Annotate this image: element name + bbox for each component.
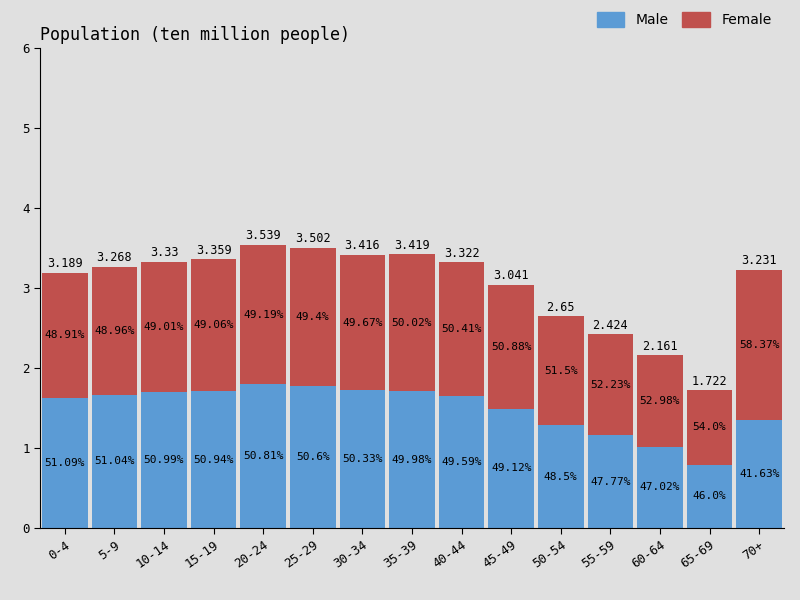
Text: 49.98%: 49.98% <box>392 455 432 464</box>
Bar <box>438 396 485 528</box>
Bar <box>488 409 534 528</box>
Bar <box>488 285 534 409</box>
Bar <box>290 386 336 528</box>
Bar <box>637 447 683 528</box>
Text: 3.359: 3.359 <box>196 244 231 257</box>
Bar <box>91 395 138 528</box>
Text: Population (ten million people): Population (ten million people) <box>40 26 350 44</box>
Bar <box>339 255 386 391</box>
Text: 2.424: 2.424 <box>593 319 628 332</box>
Text: 48.96%: 48.96% <box>94 326 134 335</box>
Text: 49.01%: 49.01% <box>144 322 184 332</box>
Text: 3.416: 3.416 <box>345 239 380 253</box>
Text: 3.268: 3.268 <box>97 251 132 264</box>
Bar <box>190 259 237 391</box>
Bar <box>538 316 584 425</box>
Bar <box>91 266 138 395</box>
Bar <box>42 398 88 528</box>
Text: 3.419: 3.419 <box>394 239 430 252</box>
Text: 54.0%: 54.0% <box>693 422 726 433</box>
Text: 50.88%: 50.88% <box>491 341 531 352</box>
Text: 49.06%: 49.06% <box>194 320 234 330</box>
Text: 51.09%: 51.09% <box>45 458 85 468</box>
Text: 3.231: 3.231 <box>742 254 777 267</box>
Bar <box>141 392 187 528</box>
Text: 46.0%: 46.0% <box>693 491 726 502</box>
Bar <box>141 262 187 392</box>
Bar <box>190 391 237 528</box>
Text: 49.4%: 49.4% <box>296 312 330 322</box>
Text: 49.12%: 49.12% <box>491 463 531 473</box>
Bar <box>389 391 435 528</box>
Bar <box>290 248 336 386</box>
Bar <box>736 421 782 528</box>
Text: 2.161: 2.161 <box>642 340 678 353</box>
Bar <box>637 355 683 447</box>
Text: 41.63%: 41.63% <box>739 469 779 479</box>
Text: 48.91%: 48.91% <box>45 330 85 340</box>
Bar <box>587 436 634 528</box>
Text: 3.041: 3.041 <box>494 269 529 283</box>
Text: 51.5%: 51.5% <box>544 365 578 376</box>
Bar <box>587 334 634 436</box>
Text: 47.77%: 47.77% <box>590 476 630 487</box>
Text: 3.502: 3.502 <box>295 232 330 245</box>
Text: 51.04%: 51.04% <box>94 456 134 466</box>
Bar <box>240 245 286 384</box>
Text: 3.189: 3.189 <box>47 257 82 271</box>
Bar <box>438 262 485 396</box>
Text: 3.539: 3.539 <box>246 229 281 242</box>
Legend: Male, Female: Male, Female <box>591 7 777 33</box>
Text: 49.59%: 49.59% <box>442 457 482 467</box>
Text: 50.81%: 50.81% <box>243 451 283 461</box>
Text: 50.41%: 50.41% <box>442 324 482 334</box>
Text: 1.722: 1.722 <box>692 375 727 388</box>
Bar <box>736 269 782 421</box>
Bar <box>686 464 733 528</box>
Text: 50.94%: 50.94% <box>194 455 234 464</box>
Text: 49.19%: 49.19% <box>243 310 283 320</box>
Bar <box>389 254 435 391</box>
Bar <box>339 391 386 528</box>
Text: 48.5%: 48.5% <box>544 472 578 482</box>
Bar <box>240 384 286 528</box>
Text: 50.33%: 50.33% <box>342 454 382 464</box>
Text: 47.02%: 47.02% <box>640 482 680 493</box>
Text: 50.99%: 50.99% <box>144 455 184 465</box>
Text: 2.65: 2.65 <box>546 301 575 314</box>
Bar <box>42 273 88 398</box>
Text: 52.98%: 52.98% <box>640 396 680 406</box>
Text: 50.02%: 50.02% <box>392 318 432 328</box>
Text: 58.37%: 58.37% <box>739 340 779 350</box>
Text: 49.67%: 49.67% <box>342 317 382 328</box>
Text: 3.33: 3.33 <box>150 246 178 259</box>
Text: 52.23%: 52.23% <box>590 380 630 390</box>
Bar <box>538 425 584 528</box>
Text: 50.6%: 50.6% <box>296 452 330 462</box>
Text: 3.322: 3.322 <box>444 247 479 260</box>
Bar <box>686 390 733 464</box>
